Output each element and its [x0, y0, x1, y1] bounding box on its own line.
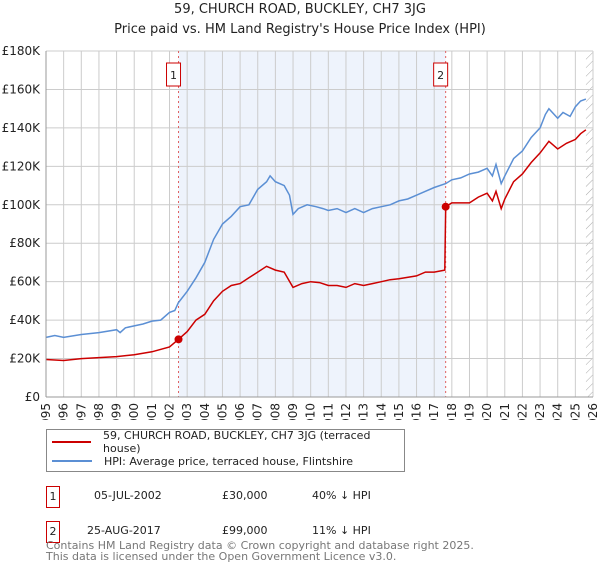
x-tick-label: 2020: [480, 403, 494, 420]
footer-line-1: Contains HM Land Registry data © Crown c…: [46, 539, 474, 552]
sale-date: 25-AUG-2017: [87, 524, 161, 537]
price-chart: £0 £20K £40K £60K £80K £100K £120K £140K £160K £1…: [2, 44, 600, 420]
shaded-period: [178, 51, 446, 397]
sale-point: [441, 202, 450, 211]
x-tick-label: 2010: [304, 403, 318, 420]
footer-text: Contains HM Land Registry data © Crown c…: [46, 540, 474, 562]
footer-line-2: This data is licensed under the Open Gov…: [46, 550, 397, 563]
x-tick-label: 2009: [286, 403, 300, 420]
x-tick-label: 2019: [462, 403, 476, 420]
x-tick-label: 2011: [321, 403, 335, 420]
x-tick-label: 1995: [39, 403, 53, 420]
sale-marker-2: 2: [46, 521, 60, 543]
sale-marker-box: [433, 62, 449, 87]
x-tick-label: 2007: [251, 403, 265, 420]
x-tick-label: 2021: [498, 403, 512, 420]
property-price-line: [45, 129, 587, 362]
sale-marker-1: 1: [46, 486, 60, 508]
x-tick-label: 2002: [163, 403, 177, 420]
y-tick-label: £0: [25, 390, 40, 404]
y-tick-label: £20K: [9, 352, 41, 366]
sale-marker-box: [166, 62, 182, 87]
legend-item-hpi: HPI: Average price, terraced house, Flin…: [52, 453, 353, 469]
chart-subtitle: Price paid vs. HM Land Registry's House …: [114, 22, 486, 37]
sale-marker-label: 1: [170, 69, 177, 82]
x-tick-label: 2012: [339, 403, 353, 420]
x-tick-label: 1998: [92, 403, 106, 420]
x-tick-label: 2018: [445, 403, 459, 420]
forecast-hatch: [585, 51, 593, 397]
x-tick-label: 2024: [551, 403, 565, 420]
x-tick-label: 2025: [568, 403, 582, 420]
chart-title: 59, CHURCH ROAD, BUCKLEY, CH7 3JG: [174, 2, 426, 17]
sale-price: £99,000: [222, 524, 268, 537]
legend-swatch-hpi: [52, 460, 92, 462]
legend-label-property: 59, CHURCH ROAD, BUCKLEY, CH7 3JG (terra…: [103, 429, 371, 455]
y-tick-label: £140K: [2, 121, 42, 135]
x-tick-label: 2016: [410, 403, 424, 420]
legend-label-hpi: HPI: Average price, terraced house, Flin…: [104, 454, 354, 468]
x-tick-label: 2017: [427, 403, 441, 420]
sale-date: 05-JUL-2002: [94, 489, 162, 502]
x-tick-label: 1997: [74, 403, 88, 420]
x-tick-label: 1996: [57, 403, 71, 420]
sale-price: £30,000: [222, 489, 268, 502]
sale-point: [174, 335, 183, 344]
x-tick-label: 2003: [180, 403, 194, 420]
x-tick-label: 2006: [233, 403, 247, 420]
y-tick-label: £160K: [2, 82, 42, 96]
y-tick-label: £100K: [2, 198, 42, 212]
legend-item-property: 59, CHURCH ROAD, BUCKLEY, CH7 3JG (terra…: [52, 429, 404, 455]
legend: 59, CHURCH ROAD, BUCKLEY, CH7 3JG (terra…: [46, 429, 405, 472]
x-tick-label: 2001: [145, 403, 159, 420]
x-tick-label: 2026: [586, 403, 600, 420]
x-tick-label: 2000: [127, 403, 141, 420]
x-tick-label: 2015: [392, 403, 406, 420]
y-tick-label: £60K: [9, 275, 41, 289]
y-tick-label: £80K: [9, 236, 41, 250]
sale-marker-label: 2: [437, 69, 444, 82]
x-tick-label: 1999: [110, 403, 124, 420]
x-tick-label: 2005: [215, 403, 229, 420]
x-tick-label: 2013: [357, 403, 371, 420]
x-tick-label: 2022: [515, 403, 529, 420]
y-tick-label: £40K: [9, 313, 41, 327]
y-tick-label: £120K: [2, 159, 42, 173]
sale-delta: 11% ↓ HPI: [312, 524, 371, 537]
x-tick-label: 2008: [268, 403, 282, 420]
hpi-line: [45, 98, 587, 339]
y-tick-label: £180K: [2, 44, 42, 58]
x-tick-label: 2023: [533, 403, 547, 420]
x-tick-label: 2014: [374, 403, 388, 420]
sale-delta: 40% ↓ HPI: [312, 489, 371, 502]
x-tick-label: 2004: [198, 403, 212, 420]
legend-swatch-property: [52, 441, 92, 443]
